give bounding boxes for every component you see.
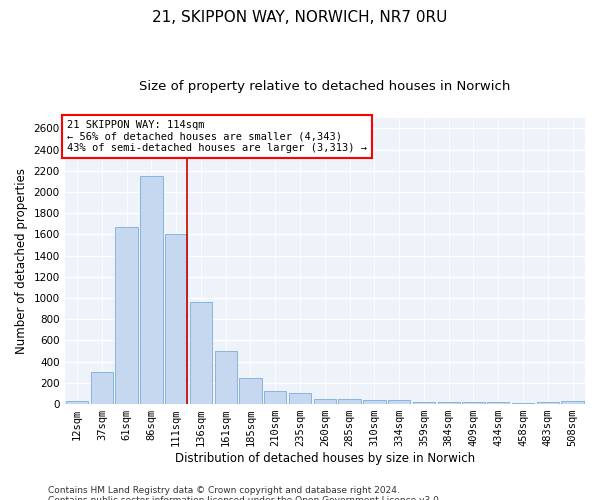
Title: Size of property relative to detached houses in Norwich: Size of property relative to detached ho… bbox=[139, 80, 511, 93]
Bar bbox=[140, 176, 163, 404]
Text: Contains HM Land Registry data © Crown copyright and database right 2024.: Contains HM Land Registry data © Crown c… bbox=[48, 486, 400, 495]
Bar bbox=[115, 227, 138, 404]
Bar bbox=[413, 402, 435, 404]
Bar bbox=[66, 401, 88, 404]
Bar bbox=[91, 372, 113, 404]
Bar bbox=[190, 302, 212, 404]
Bar bbox=[463, 402, 485, 404]
Bar bbox=[562, 402, 584, 404]
Text: 21, SKIPPON WAY, NORWICH, NR7 0RU: 21, SKIPPON WAY, NORWICH, NR7 0RU bbox=[152, 10, 448, 25]
Text: 21 SKIPPON WAY: 114sqm
← 56% of detached houses are smaller (4,343)
43% of semi-: 21 SKIPPON WAY: 114sqm ← 56% of detached… bbox=[67, 120, 367, 153]
Bar bbox=[338, 399, 361, 404]
Bar bbox=[388, 400, 410, 404]
Bar bbox=[487, 402, 509, 404]
Bar bbox=[314, 399, 336, 404]
Bar bbox=[363, 400, 386, 404]
Bar bbox=[512, 403, 534, 404]
X-axis label: Distribution of detached houses by size in Norwich: Distribution of detached houses by size … bbox=[175, 452, 475, 465]
Bar bbox=[536, 402, 559, 404]
Bar bbox=[165, 234, 187, 404]
Bar bbox=[215, 351, 237, 404]
Bar bbox=[239, 378, 262, 404]
Bar bbox=[264, 392, 286, 404]
Y-axis label: Number of detached properties: Number of detached properties bbox=[15, 168, 28, 354]
Text: Contains public sector information licensed under the Open Government Licence v3: Contains public sector information licen… bbox=[48, 496, 442, 500]
Bar bbox=[289, 394, 311, 404]
Bar bbox=[437, 402, 460, 404]
